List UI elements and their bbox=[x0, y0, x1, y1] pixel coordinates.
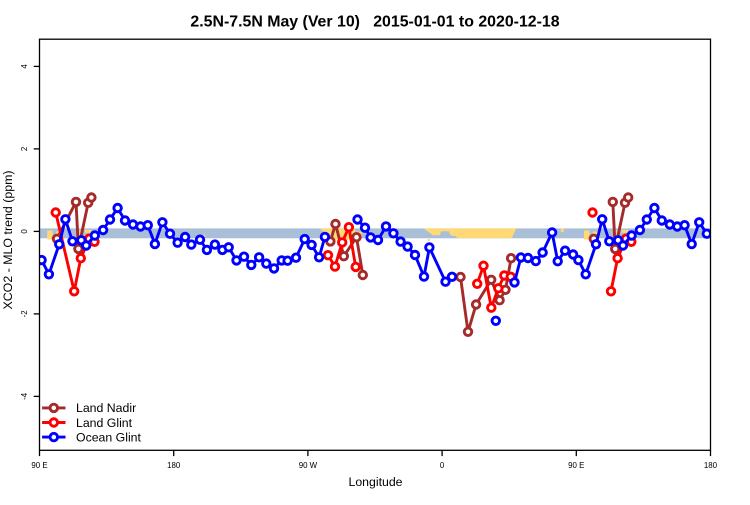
svg-text:-4: -4 bbox=[20, 392, 29, 400]
svg-text:90 E: 90 E bbox=[31, 461, 47, 470]
svg-text:Ocean Glint: Ocean Glint bbox=[76, 430, 142, 444]
svg-text:4: 4 bbox=[20, 64, 29, 69]
svg-text:180: 180 bbox=[167, 461, 181, 470]
svg-text:90 W: 90 W bbox=[299, 461, 318, 470]
svg-text:0: 0 bbox=[440, 461, 445, 470]
svg-text:Longitude: Longitude bbox=[348, 475, 402, 489]
svg-text:90 E: 90 E bbox=[568, 461, 584, 470]
svg-text:180: 180 bbox=[704, 461, 718, 470]
svg-text:Land Glint: Land Glint bbox=[76, 416, 133, 430]
svg-text:2: 2 bbox=[20, 147, 29, 151]
svg-text:XCO2 - MLO trend (ppm): XCO2 - MLO trend (ppm) bbox=[1, 170, 15, 309]
svg-text:0: 0 bbox=[20, 229, 29, 234]
svg-text:Land Nadir: Land Nadir bbox=[76, 401, 136, 415]
svg-text:-2: -2 bbox=[20, 310, 29, 317]
svg-text:2.5N-7.5N May (Ver 10) 2015-: 2.5N-7.5N May (Ver 10) 2015-01-01 to 202… bbox=[190, 13, 559, 30]
